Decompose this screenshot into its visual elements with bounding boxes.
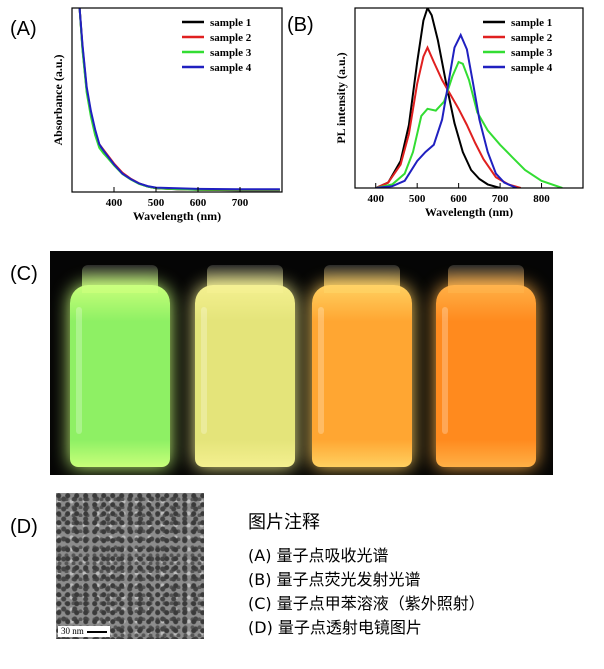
vial-highlight	[442, 306, 448, 435]
vials-photo	[50, 251, 553, 475]
abs-xtick-label-700: 700	[232, 197, 249, 209]
abs-legend-label-2: sample 2	[210, 32, 252, 44]
caption-title: 图片注释	[248, 512, 320, 533]
tem-image: 30 nm	[56, 493, 204, 639]
caption-block: 图片注释 (A) 量子点吸收光谱 (B) 量子点荧光发射光谱 (C) 量子点甲苯…	[248, 508, 485, 640]
pl-series-2-line	[375, 45, 522, 188]
panel-label-b: (B)	[287, 14, 314, 36]
pl-chart: 400 500 600 700 800 Wavelength (nm) PL intensi…	[334, 7, 584, 219]
pl-xtick-label-500: 500	[409, 193, 426, 205]
vial-neck	[207, 265, 283, 293]
abs-plot-frame	[71, 7, 283, 193]
pl-plot-frame	[354, 7, 584, 189]
vial-4	[436, 265, 536, 467]
caption-line-d: (D) 量子点透射电镜图片	[248, 618, 422, 637]
caption-line-c: (C) 量子点甲苯溶液（紫外照射）	[248, 594, 485, 613]
pl-xtick-label-800: 800	[533, 193, 550, 205]
abs-xtick-label-400: 400	[106, 197, 123, 209]
pl-legend-label-2: sample 2	[511, 32, 553, 44]
abs-xtick-label-600: 600	[190, 197, 207, 209]
caption-line-a: (A) 量子点吸收光谱	[248, 546, 389, 565]
abs-xtick-label-500: 500	[148, 197, 165, 209]
vial-neck	[448, 265, 524, 293]
vial-3	[312, 265, 412, 467]
pl-legend-label-4: sample 4	[511, 62, 553, 74]
abs-series-4-line	[78, 8, 280, 191]
caption-line-b: (B) 量子点荧光发射光谱	[248, 570, 421, 589]
scale-bar-label: 30 nm	[61, 626, 84, 636]
vial-1	[70, 265, 170, 467]
vial-highlight	[76, 306, 82, 435]
abs-legend-label-1: sample 1	[210, 17, 251, 29]
panel-label-d: (D)	[10, 516, 38, 538]
pl-legend-label-3: sample 3	[511, 47, 553, 59]
vial-highlight	[201, 306, 207, 435]
pl-xtick-label-400: 400	[367, 193, 384, 205]
pl-series-1-line	[375, 8, 501, 188]
pl-series-3-line	[375, 60, 563, 188]
abs-legend-label-4: sample 4	[210, 62, 252, 74]
pl-xtick-label-700: 700	[492, 193, 509, 205]
absorbance-chart: 400 500 600 700 Wavelength (nm) Absorbance (a…	[51, 7, 283, 223]
abs-legend-label-3: sample 3	[210, 47, 252, 59]
abs-x-axis-label: Wavelength (nm)	[133, 209, 221, 223]
pl-xtick-label-600: 600	[450, 193, 467, 205]
pl-x-axis-label: Wavelength (nm)	[425, 205, 513, 219]
panel-label-c: (C)	[10, 263, 38, 285]
abs-y-axis-label: Absorbance (a.u.)	[51, 54, 65, 145]
pl-legend-label-1: sample 1	[511, 17, 552, 29]
vial-highlight	[318, 306, 324, 435]
pl-series-4-line	[375, 32, 518, 188]
vial-neck	[82, 265, 158, 293]
scale-bar: 30 nm	[58, 626, 110, 637]
vial-neck	[324, 265, 400, 293]
vial-2	[195, 265, 295, 467]
panel-label-a: (A)	[10, 18, 37, 40]
pl-y-axis-label: PL intensity (a.u.)	[334, 52, 348, 143]
